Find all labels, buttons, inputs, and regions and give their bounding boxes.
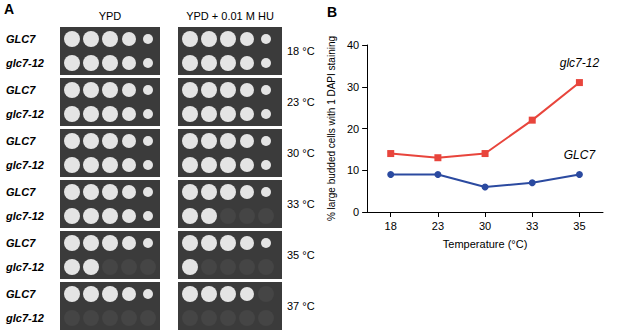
- svg-text:23: 23: [432, 220, 444, 232]
- svg-text:glc7-12: glc7-12: [5, 108, 44, 120]
- svg-text:YPD: YPD: [99, 10, 122, 22]
- svg-text:35: 35: [573, 220, 585, 232]
- svg-text:glc7-12: glc7-12: [5, 210, 44, 222]
- svg-text:18: 18: [385, 220, 397, 232]
- svg-text:GLC7: GLC7: [6, 33, 36, 45]
- svg-text:37 °C: 37 °C: [287, 300, 315, 312]
- svg-text:0: 0: [353, 206, 359, 218]
- svg-text:23 °C: 23 °C: [287, 96, 315, 108]
- svg-text:30 °C: 30 °C: [287, 147, 315, 159]
- svg-text:GLC7: GLC7: [6, 84, 36, 96]
- svg-text:Temperature (°C): Temperature (°C): [443, 238, 527, 250]
- svg-text:glc7-12: glc7-12: [560, 56, 600, 70]
- svg-text:GLC7: GLC7: [6, 237, 36, 249]
- svg-text:33: 33: [526, 220, 538, 232]
- svg-text:% large budded cells with 1 DA: % large budded cells with 1 DAPI stainin…: [326, 36, 337, 221]
- svg-text:20: 20: [347, 123, 359, 135]
- svg-text:18 °C: 18 °C: [287, 45, 315, 57]
- svg-text:glc7-12: glc7-12: [5, 159, 44, 171]
- svg-text:glc7-12: glc7-12: [5, 261, 44, 273]
- svg-text:10: 10: [347, 164, 359, 176]
- svg-text:33 °C: 33 °C: [287, 198, 315, 210]
- svg-text:B: B: [327, 4, 337, 20]
- svg-text:GLC7: GLC7: [6, 288, 36, 300]
- svg-text:glc7-12: glc7-12: [5, 57, 44, 69]
- svg-text:30: 30: [479, 220, 491, 232]
- svg-text:40: 40: [347, 39, 359, 51]
- svg-text:GLC7: GLC7: [6, 135, 36, 147]
- svg-text:YPD + 0.01 M HU: YPD + 0.01 M HU: [186, 10, 274, 22]
- svg-text:glc7-12: glc7-12: [5, 312, 44, 324]
- svg-text:A: A: [4, 1, 14, 17]
- svg-text:35 °C: 35 °C: [287, 249, 315, 261]
- svg-text:30: 30: [347, 81, 359, 93]
- svg-text:GLC7: GLC7: [564, 148, 597, 162]
- svg-text:GLC7: GLC7: [6, 186, 36, 198]
